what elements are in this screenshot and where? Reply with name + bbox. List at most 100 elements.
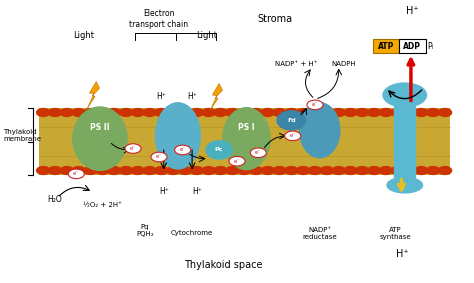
Circle shape [202, 167, 215, 174]
Text: e⁻: e⁻ [73, 171, 80, 176]
Circle shape [367, 167, 381, 174]
Circle shape [84, 109, 97, 116]
Circle shape [261, 167, 274, 174]
Circle shape [72, 167, 85, 174]
Circle shape [190, 167, 203, 174]
Ellipse shape [387, 177, 422, 193]
Text: PS I: PS I [238, 123, 255, 132]
Text: ATP
synthase: ATP synthase [380, 226, 411, 239]
Circle shape [226, 109, 239, 116]
Circle shape [214, 109, 227, 116]
Circle shape [178, 109, 191, 116]
Circle shape [48, 109, 62, 116]
Circle shape [155, 167, 168, 174]
Circle shape [309, 109, 321, 116]
Text: e⁻: e⁻ [290, 133, 296, 138]
Circle shape [60, 167, 73, 174]
Text: H⁺: H⁺ [406, 6, 418, 16]
Circle shape [249, 109, 263, 116]
Text: Electron
transport chain: Electron transport chain [129, 9, 189, 29]
Circle shape [438, 167, 452, 174]
Circle shape [250, 148, 266, 158]
Circle shape [427, 167, 440, 174]
Circle shape [379, 109, 392, 116]
Circle shape [131, 167, 145, 174]
Circle shape [285, 167, 298, 174]
Circle shape [190, 109, 203, 116]
Text: Fd: Fd [287, 118, 296, 123]
Ellipse shape [73, 107, 127, 170]
Circle shape [379, 167, 392, 174]
Text: e⁻: e⁻ [312, 102, 318, 107]
Text: H⁺: H⁺ [159, 186, 169, 196]
Text: H⁺: H⁺ [396, 249, 409, 259]
Ellipse shape [206, 141, 232, 159]
Circle shape [403, 167, 416, 174]
Text: Cytochrome: Cytochrome [171, 230, 213, 236]
Circle shape [143, 109, 156, 116]
Circle shape [108, 109, 121, 116]
Circle shape [131, 109, 145, 116]
Text: e⁻: e⁻ [180, 147, 186, 153]
Text: ADP: ADP [403, 42, 421, 51]
Text: H⁺: H⁺ [192, 186, 202, 196]
Circle shape [438, 109, 452, 116]
Circle shape [68, 169, 84, 179]
Circle shape [214, 167, 227, 174]
Circle shape [356, 167, 369, 174]
Circle shape [166, 167, 180, 174]
Text: Pᵢ: Pᵢ [427, 42, 433, 51]
Circle shape [178, 167, 191, 174]
Circle shape [273, 167, 286, 174]
Circle shape [143, 167, 156, 174]
Text: PS II: PS II [90, 123, 109, 132]
Circle shape [108, 167, 121, 174]
Circle shape [415, 167, 428, 174]
FancyBboxPatch shape [399, 39, 426, 53]
Circle shape [174, 145, 191, 155]
Circle shape [297, 109, 310, 116]
Text: Pc: Pc [215, 147, 223, 153]
Circle shape [367, 109, 381, 116]
Circle shape [285, 131, 301, 141]
Circle shape [285, 109, 298, 116]
Bar [394, 106, 415, 180]
Circle shape [415, 109, 428, 116]
Circle shape [332, 109, 345, 116]
Circle shape [273, 109, 286, 116]
Text: ATP: ATP [378, 42, 394, 51]
Circle shape [391, 167, 404, 174]
Text: Light: Light [73, 31, 94, 40]
Circle shape [356, 109, 369, 116]
Circle shape [391, 109, 404, 116]
Circle shape [96, 109, 109, 116]
Polygon shape [87, 82, 100, 109]
Text: e⁻: e⁻ [130, 146, 136, 151]
Ellipse shape [277, 111, 306, 130]
Text: ½O₂ + 2H⁺: ½O₂ + 2H⁺ [83, 202, 122, 208]
Circle shape [237, 109, 251, 116]
Circle shape [344, 109, 357, 116]
FancyBboxPatch shape [373, 39, 400, 53]
Circle shape [226, 167, 239, 174]
Circle shape [36, 167, 50, 174]
Circle shape [48, 167, 62, 174]
Text: e⁻: e⁻ [234, 159, 240, 164]
Text: Thylakoid
membrane: Thylakoid membrane [3, 129, 41, 142]
Text: NADPH: NADPH [331, 61, 356, 67]
Circle shape [155, 109, 168, 116]
Circle shape [72, 109, 85, 116]
Circle shape [60, 109, 73, 116]
Circle shape [202, 109, 215, 116]
Ellipse shape [155, 103, 201, 169]
Text: NADP⁺ + H⁺: NADP⁺ + H⁺ [275, 61, 317, 67]
Circle shape [427, 109, 440, 116]
Text: H⁺: H⁺ [187, 92, 197, 101]
Circle shape [309, 167, 321, 174]
Text: Thylakoid space: Thylakoid space [183, 260, 262, 271]
Circle shape [96, 167, 109, 174]
Circle shape [249, 167, 263, 174]
Ellipse shape [383, 83, 427, 107]
Circle shape [344, 167, 357, 174]
Text: e⁻: e⁻ [255, 150, 261, 155]
